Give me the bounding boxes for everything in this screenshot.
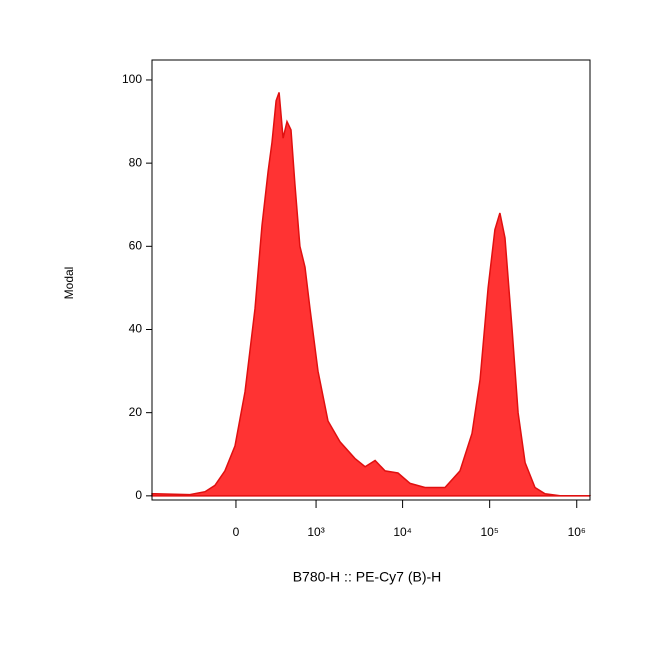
y-tick-label: 40 (129, 322, 143, 336)
y-axis-label: Modal (62, 267, 76, 300)
y-tick-label: 0 (135, 488, 142, 502)
y-tick-label: 60 (129, 238, 143, 252)
plot-frame (151, 59, 591, 501)
x-tick-label: 10⁶ (568, 525, 586, 539)
x-tick-label: 10⁵ (480, 525, 498, 539)
x-tick-label: 10⁴ (393, 525, 412, 539)
y-tick-label: 80 (129, 155, 143, 169)
x-tick-label: 0 (233, 525, 240, 539)
y-tick-label: 20 (129, 405, 143, 419)
x-tick-label: 10³ (307, 525, 324, 539)
x-axis-label: B780-H :: PE-Cy7 (B)-H (293, 569, 442, 585)
y-tick-label: 100 (122, 72, 142, 86)
histogram-area (151, 92, 592, 497)
